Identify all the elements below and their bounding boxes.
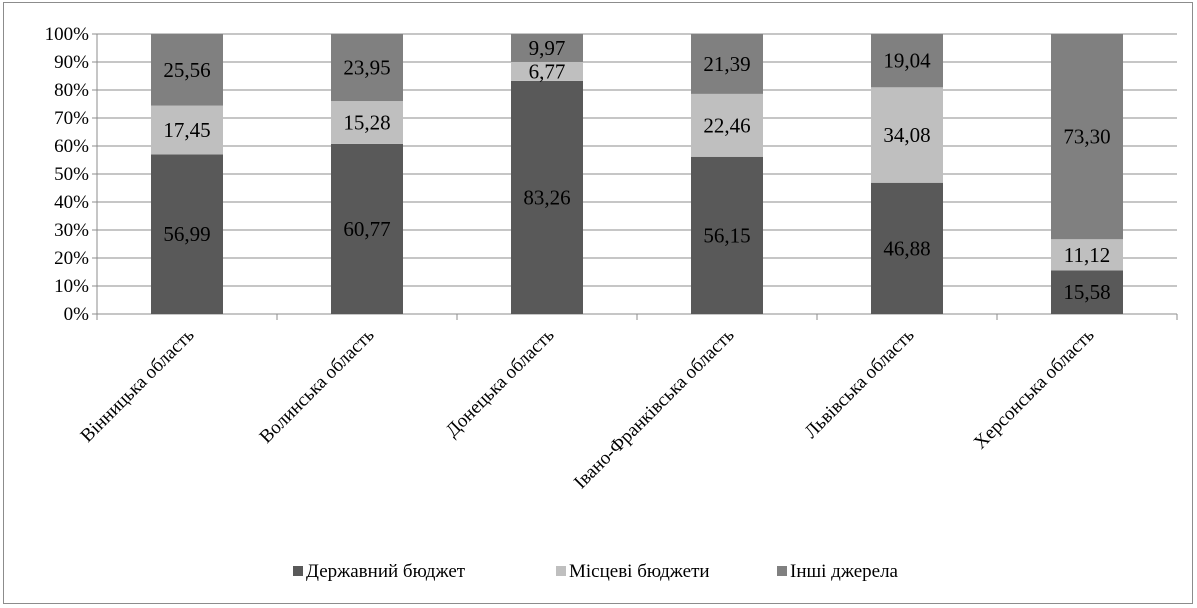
bar-segment <box>331 101 403 144</box>
bar-segment <box>331 34 403 102</box>
data-label: 56,15 <box>703 223 750 247</box>
data-label: 60,77 <box>343 217 390 241</box>
bar-segment <box>871 34 943 88</box>
bar-segment <box>151 34 223 106</box>
data-label: 11,12 <box>1064 243 1110 267</box>
data-label: 22,46 <box>703 113 750 137</box>
y-tick-label: 80% <box>54 80 89 101</box>
bar-segment <box>1051 34 1123 240</box>
y-tick-label: 0% <box>64 304 90 325</box>
bar-segment <box>151 105 223 155</box>
bar-segment <box>511 61 583 81</box>
bar-segment <box>151 154 223 314</box>
y-tick-label: 10% <box>54 276 89 297</box>
data-label: 46,88 <box>883 236 930 260</box>
data-label: 17,45 <box>163 118 210 142</box>
bar-segment <box>691 93 763 157</box>
data-label: 6,77 <box>529 59 566 83</box>
x-axis: Вінницька область Волинська область Донець… <box>77 314 1178 493</box>
y-tick-label: 20% <box>54 248 89 269</box>
data-label: 56,99 <box>163 222 210 246</box>
legend-swatch <box>293 566 303 576</box>
legend-swatch <box>777 566 787 576</box>
y-tick-label: 30% <box>54 220 89 241</box>
data-label: 83,26 <box>523 185 570 209</box>
bar-segment <box>691 34 763 94</box>
y-axis: 0% 10% 20% 30% 40% 50% 60% 70% 80% 90% 100% <box>45 24 98 325</box>
x-category-label: Донецька область <box>442 324 559 441</box>
data-label: 21,39 <box>703 52 750 76</box>
gridlines <box>97 33 1177 315</box>
y-tick-label: 50% <box>54 164 89 185</box>
x-category-label: Івано-Франківська область <box>570 324 739 493</box>
bar-segment <box>1051 270 1123 314</box>
bar-segment <box>871 182 943 314</box>
y-tick-label: 90% <box>54 52 89 73</box>
x-category-label: Волинська область <box>256 324 379 447</box>
y-tick-label: 40% <box>54 192 89 213</box>
x-category-label: Вінницька область <box>77 324 199 446</box>
legend-label: Інші джерела <box>790 561 899 582</box>
data-label: 19,04 <box>883 49 931 73</box>
bar-segment <box>511 80 583 314</box>
bar-segment <box>871 87 943 183</box>
data-label: 23,95 <box>343 56 390 80</box>
bar-segment <box>511 34 583 62</box>
x-category-label: Львівська область <box>801 324 919 442</box>
legend-label: Державний бюджет <box>306 561 466 582</box>
x-category-label: Херсонська область <box>970 324 1099 453</box>
bar-segment <box>691 156 763 314</box>
bars <box>151 34 1123 314</box>
bar-segment <box>1051 239 1123 271</box>
data-label: 15,58 <box>1063 280 1110 304</box>
legend-swatch <box>556 566 566 576</box>
y-tick-label: 60% <box>54 136 89 157</box>
data-labels: 56,99 17,45 25,56 60,77 15,28 23,95 83,26 6,779… <box>163 36 1110 304</box>
legend-label: Місцеві бюджети <box>569 561 710 582</box>
bar-segment <box>331 143 403 314</box>
data-label: 25,56 <box>163 58 210 82</box>
legend: Державний бюджет Місцеві бюджети Інші джер… <box>293 561 899 582</box>
data-label: 9,97 <box>529 36 566 60</box>
y-tick-label: 100% <box>45 24 90 45</box>
data-label: 73,30 <box>1063 125 1110 149</box>
data-label: 34,08 <box>883 123 930 147</box>
y-tick-label: 70% <box>54 108 89 129</box>
data-label: 15,28 <box>343 110 390 134</box>
